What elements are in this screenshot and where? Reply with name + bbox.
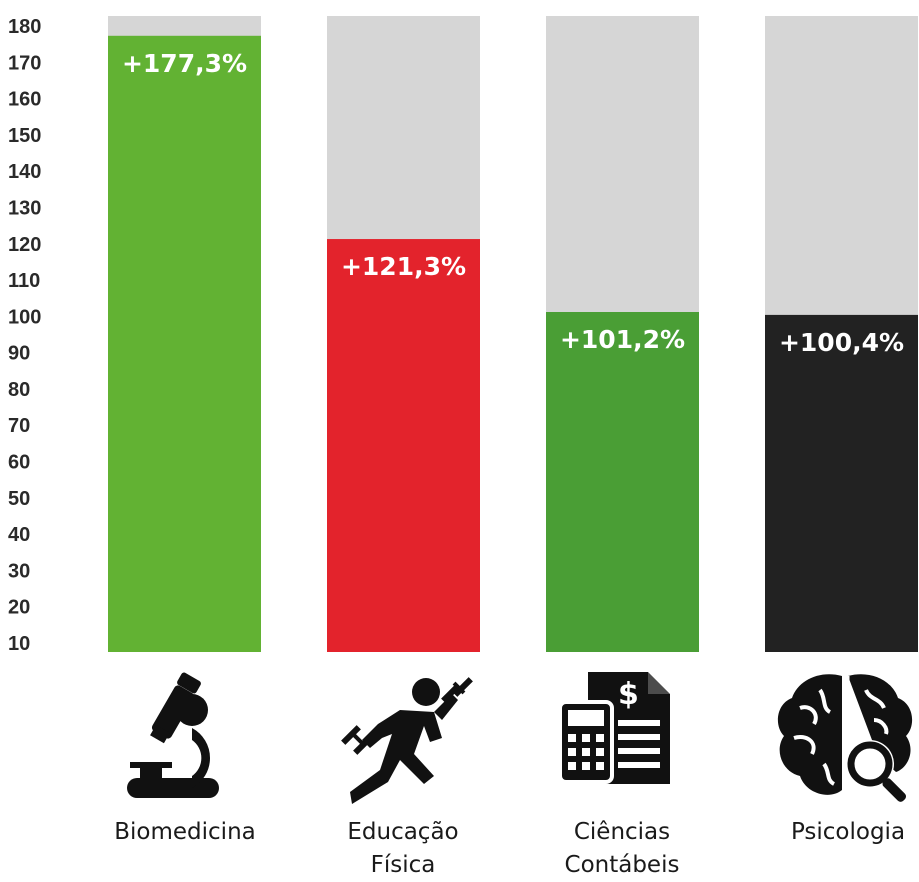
brain-magnifier-icon — [777, 674, 913, 802]
y-tick-label: 20 — [8, 597, 30, 619]
y-tick-label: 160 — [8, 89, 41, 111]
y-tick-label: 50 — [8, 488, 30, 510]
bar — [546, 311, 699, 652]
category-label-ciencias-contabeis: Ciências Contábeis — [564, 819, 680, 878]
y-tick-label: 30 — [8, 560, 30, 582]
y-tick-label: 130 — [8, 197, 41, 219]
y-tick-label: 80 — [8, 379, 30, 401]
bar-value-label: +121,3% — [341, 252, 466, 281]
bars: +177,3% +121,3% +101,2% +100,4% — [108, 16, 918, 653]
bar — [108, 35, 261, 652]
y-tick-label: 100 — [8, 306, 41, 328]
calculator-invoice-icon: $ — [558, 672, 670, 784]
microscope-icon — [127, 672, 219, 798]
bar-value-label: +100,4% — [779, 328, 904, 357]
y-tick-label: 120 — [8, 234, 41, 256]
y-tick-label: 10 — [8, 633, 30, 655]
svg-text:$: $ — [618, 677, 639, 712]
y-tick-label: 70 — [8, 415, 30, 437]
y-tick-label: 40 — [8, 524, 30, 546]
y-axis: 10 20 30 40 50 60 70 80 90 100 110 120 130 140 150 160 1… — [8, 16, 41, 655]
y-tick-label: 140 — [8, 161, 41, 183]
category-label-educacao-fisica: Educação Física — [347, 819, 459, 878]
y-tick-label: 180 — [8, 16, 41, 38]
y-tick-label: 90 — [8, 343, 30, 365]
bar-value-label: +101,2% — [560, 325, 685, 354]
bar — [765, 314, 918, 652]
y-tick-label: 110 — [8, 270, 40, 292]
category-label-biomedicina: Biomedicina — [114, 819, 256, 845]
y-tick-label: 60 — [8, 452, 30, 474]
y-tick-label: 150 — [8, 125, 41, 147]
y-tick-label: 170 — [8, 52, 41, 74]
category-label-psicologia: Psicologia — [790, 819, 906, 845]
bar-value-label: +177,3% — [122, 49, 247, 78]
runner-with-dumbbells-icon — [341, 677, 473, 804]
bar — [327, 239, 480, 653]
